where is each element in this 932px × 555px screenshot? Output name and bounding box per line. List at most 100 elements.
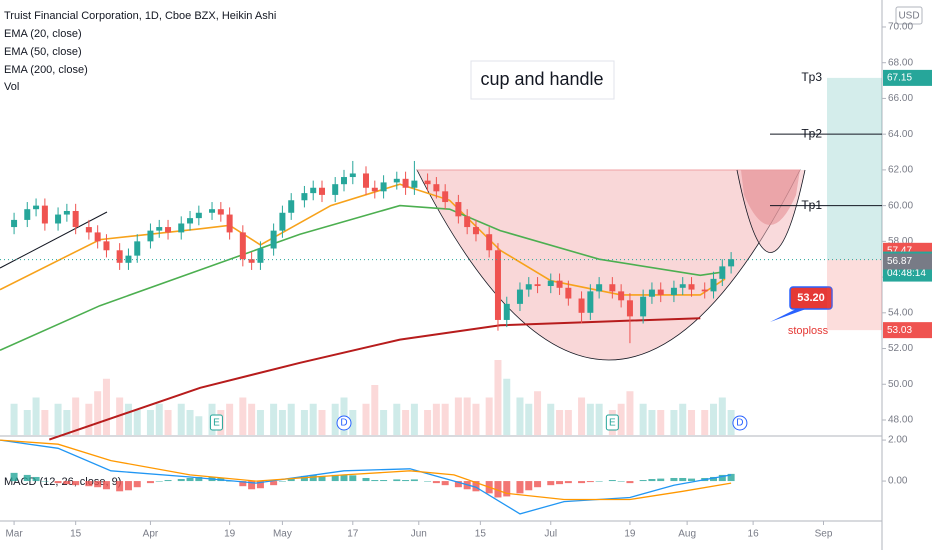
x-tick-label: 15 (475, 529, 487, 540)
candle-body (648, 289, 655, 297)
macd-histogram (727, 473, 735, 482)
macd-histogram (503, 481, 511, 497)
volume-bar (657, 410, 665, 435)
macd-histogram (164, 480, 172, 482)
x-tick-label: Sep (815, 529, 833, 540)
macd-histogram (239, 481, 247, 487)
currency[interactable]: USD (898, 11, 919, 22)
volume-bar (186, 410, 194, 435)
macd-histogram (657, 478, 665, 482)
price-badge-label: 56.87 (887, 256, 912, 267)
y-tick-label: 54.00 (888, 307, 913, 318)
candle-body (362, 173, 369, 188)
macd-histogram (710, 476, 718, 482)
volume-bar (41, 410, 49, 435)
macd-histogram (300, 475, 308, 482)
x-tick-label: 16 (748, 529, 760, 540)
stop-text: stoploss (788, 325, 829, 337)
volume-bar (547, 403, 555, 435)
annotation-box (470, 60, 615, 100)
legend-entry: EMA (50, close) (4, 46, 82, 58)
candle-body (547, 280, 554, 287)
candle-body (195, 212, 202, 219)
candle-body (433, 184, 440, 192)
macd-histogram (494, 481, 502, 498)
candle-body (349, 173, 356, 178)
stop-label: 53.20 (797, 292, 825, 304)
volume-bar (278, 410, 286, 435)
volume-bar (441, 403, 449, 435)
macd-histogram (516, 481, 524, 494)
chart-title: Truist Financial Corporation, 1D, Cboe B… (4, 10, 276, 22)
candle-body (688, 284, 695, 290)
volume-bar (133, 410, 141, 435)
volume-bar (164, 410, 172, 435)
x-tick-label: Mar (5, 529, 23, 540)
volume-bar (485, 397, 493, 435)
volume-bar (727, 410, 735, 435)
volume-bar (309, 403, 317, 435)
volume-bar (516, 397, 524, 435)
macd-histogram (670, 477, 678, 482)
macd-histogram (454, 481, 462, 488)
volume-bar (146, 410, 154, 435)
y-tick-label: 58.00 (888, 236, 913, 247)
volume-bar (270, 403, 278, 435)
macd-histogram (639, 480, 647, 482)
volume-bar (23, 410, 31, 435)
candle-body (257, 248, 264, 263)
macd-histogram (177, 479, 185, 482)
candle-body (719, 266, 726, 279)
macd-histogram (617, 481, 625, 482)
y-tick-label: 48.00 (888, 415, 913, 426)
macd-histogram (94, 481, 102, 488)
macd-histogram (248, 481, 256, 490)
volume-bar (556, 410, 564, 435)
macd-histogram (124, 481, 132, 491)
annotation: cup and handle (480, 69, 603, 89)
macd-histogram (287, 477, 295, 482)
legend-entry: EMA (20, close) (4, 28, 82, 40)
volume-bar (195, 416, 203, 435)
cup-shape (416, 169, 801, 361)
macd-histogram (688, 478, 696, 482)
y-tick-label: 70.00 (888, 22, 913, 33)
countdown: 04:48:14 (887, 268, 926, 279)
volume-bar (10, 403, 18, 435)
macd-histogram (608, 480, 616, 482)
candle-body (464, 216, 471, 228)
ema-line (0, 204, 726, 352)
macd-histogram (393, 479, 401, 482)
candle-body (442, 191, 449, 203)
volume-bar (94, 391, 102, 435)
y-tick-label: 64.00 (888, 129, 913, 140)
event-label: E (609, 418, 616, 429)
macd-line (0, 439, 732, 501)
y-tick-label: 66.00 (888, 93, 913, 104)
volume-bar (72, 397, 80, 435)
currency-box[interactable] (895, 6, 923, 25)
volume-bar (710, 403, 718, 435)
target-label: Tp2 (801, 126, 822, 140)
event-label: E (213, 418, 220, 429)
macd-histogram (116, 481, 124, 492)
candle-body (24, 209, 31, 220)
candle-body (525, 284, 532, 290)
volume-bar (380, 410, 388, 435)
volume-bar (124, 403, 132, 435)
x-tick-label: 17 (347, 529, 359, 540)
candle-body (341, 177, 348, 185)
candle-body (411, 180, 418, 188)
target-label: Tp3 (801, 70, 822, 84)
macd-histogram (534, 481, 542, 488)
drawings-back (0, 169, 806, 361)
volume-bar (177, 403, 185, 435)
macd-histogram (578, 481, 586, 484)
candle-body (94, 232, 101, 242)
candle-body (455, 202, 462, 217)
volume-bar (688, 410, 696, 435)
macd-histogram (424, 481, 432, 482)
volume-bar (472, 403, 480, 435)
macd-histogram (155, 481, 163, 482)
